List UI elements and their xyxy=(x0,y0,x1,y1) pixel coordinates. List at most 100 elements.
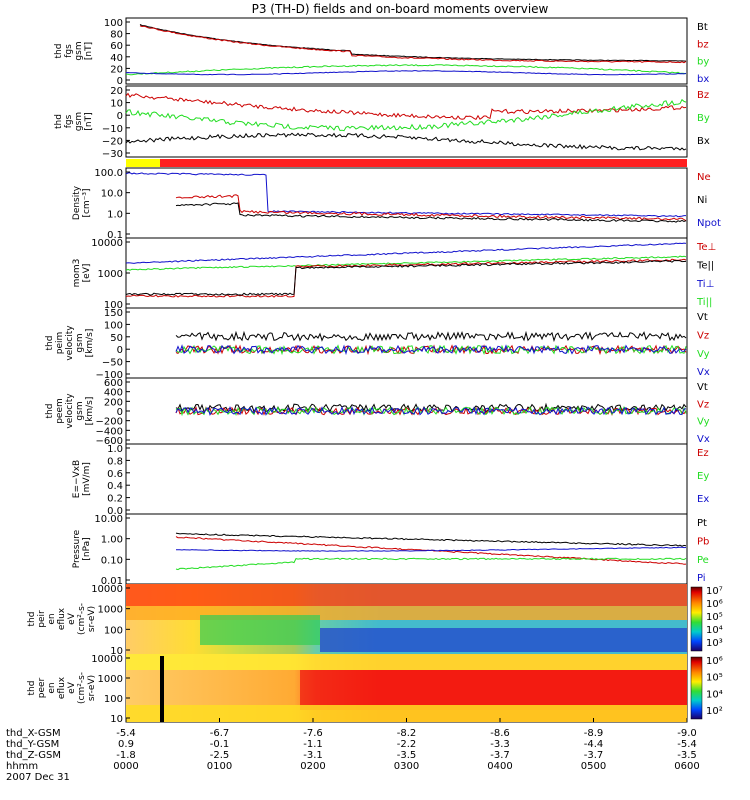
y-axis-label-line: en xyxy=(47,682,57,693)
y-tick-label: 0 xyxy=(117,345,123,356)
y-axis-label-line: fgs xyxy=(64,44,74,58)
panel-frame-6 xyxy=(125,443,688,515)
y-tick-label: 10.0 xyxy=(101,189,123,200)
legend-Bz: Bz xyxy=(697,90,709,101)
y-axis-label-line: [nT] xyxy=(84,112,94,130)
y-tick-label: 1000 xyxy=(98,674,123,685)
figure-title: P3 (TH-D) fields and on-board moments ov… xyxy=(252,2,549,16)
legend-Vz: Vz xyxy=(697,399,709,410)
y-axis-label-line: [eV] xyxy=(82,264,92,283)
y-axis-label-9: thd peer en eflux eV (cm²-s-sr-eV) xyxy=(27,672,97,704)
colorbar-label: 10⁵ xyxy=(706,673,723,684)
time-label: -3.1 xyxy=(303,750,323,761)
time-label: -2.2 xyxy=(397,739,417,750)
trace-bx xyxy=(125,70,687,76)
panel-frame-4 xyxy=(125,307,688,379)
legend-Vz: Vz xyxy=(697,330,709,341)
y-tick-label: 20 xyxy=(110,86,123,97)
y-tick-label: 200 xyxy=(104,397,123,408)
time-label: 0000 xyxy=(113,761,138,772)
y-tick-label: 0.2 xyxy=(107,494,123,505)
electron-spectrogram xyxy=(126,654,687,722)
trace-Ti-par xyxy=(125,255,687,271)
y-axis-label-line: thd xyxy=(27,612,37,627)
y-axis-label-line: thd xyxy=(45,404,55,419)
y-axis-label-line: velocity xyxy=(65,393,75,429)
colorbar-label: 10⁴ xyxy=(706,689,723,700)
legend-By: By xyxy=(697,113,710,124)
legend-Npot: Npot xyxy=(697,218,721,229)
y-tick-label: 0 xyxy=(117,76,123,87)
time-label: 0100 xyxy=(207,761,232,772)
y-axis-label-line: [cm⁻³] xyxy=(82,188,92,217)
y-axis-label-line: peim xyxy=(55,332,65,355)
electron-spectrogram-data-gap xyxy=(160,656,164,722)
y-tick-label: 10000 xyxy=(91,584,123,595)
trace-Bt xyxy=(139,24,687,62)
y-tick-label: 0.10 xyxy=(101,555,123,566)
legend-Vy: Vy xyxy=(697,349,710,360)
panel-frame-1 xyxy=(125,85,688,158)
time-label: -5.4 xyxy=(116,728,136,739)
ephemeris-row-label: hhmm xyxy=(6,761,38,772)
y-tick-label: 100 xyxy=(104,625,123,636)
trace-Te-par xyxy=(125,259,687,296)
colorbar-label: 10⁶ xyxy=(706,656,723,667)
electron-spectrogram-core xyxy=(300,670,687,710)
time-label: -6.7 xyxy=(210,728,230,739)
y-axis-label-line: mom3 xyxy=(72,259,82,288)
y-tick-label: −30 xyxy=(102,149,123,160)
legend-bz: bz xyxy=(697,39,709,50)
y-axis-label-0: thd fgs gsm [nT] xyxy=(54,41,94,60)
legend-Ez: Ez xyxy=(697,448,709,459)
time-label: 0400 xyxy=(487,761,512,772)
legend-Ti⊥: Ti⊥ xyxy=(696,279,714,290)
time-label: -4.4 xyxy=(584,739,604,750)
y-axis-label-line: gsm xyxy=(75,401,85,420)
y-axis-label-line: peir xyxy=(37,610,47,628)
trace-Pe xyxy=(175,557,687,571)
y-axis-label-line: [km/s] xyxy=(85,329,95,358)
ephemeris-row-label: thd_Z-GSM xyxy=(6,750,61,761)
time-label: -3.3 xyxy=(490,739,510,750)
y-tick-label: 10000 xyxy=(91,654,123,665)
trace-By xyxy=(125,98,687,132)
y-tick-label: 600 xyxy=(104,378,123,389)
y-tick-label: 0.0 xyxy=(107,506,123,517)
time-label: 0600 xyxy=(674,761,699,772)
y-tick-label: 100 xyxy=(104,300,123,311)
y-tick-label: −200 xyxy=(96,417,123,428)
y-axis-label-5: thd peem velocity gsm [km/s] xyxy=(45,393,95,429)
y-tick-label: 20 xyxy=(110,64,123,75)
y-tick-label: 100 xyxy=(104,694,123,705)
y-tick-label: 80 xyxy=(110,30,123,41)
y-tick-label: −20 xyxy=(102,136,123,147)
y-axis-label-line: Density xyxy=(72,185,82,220)
legend-Vx: Vx xyxy=(697,367,710,378)
legend-Ne: Ne xyxy=(697,172,711,183)
y-axis-label-line: gsm xyxy=(74,41,84,60)
y-axis-label-3: mom3 [eV] xyxy=(72,259,92,288)
y-axis-label-line: velocity xyxy=(65,325,75,361)
panel-frame-2 xyxy=(125,167,688,239)
y-tick-label: 0.1 xyxy=(107,230,123,241)
y-axis-label-line: eV xyxy=(67,612,77,625)
time-label: 0500 xyxy=(581,761,606,772)
y-tick-label: −10 xyxy=(102,124,123,135)
trace-peem-Vy xyxy=(175,405,687,417)
y-tick-label: 40 xyxy=(110,53,123,64)
electron-spectrogram-upper-band xyxy=(126,654,687,670)
y-axis-label-line: eV xyxy=(67,681,77,694)
colorbar-label: 10⁷ xyxy=(706,586,723,597)
trace-peem-Vt xyxy=(175,402,687,413)
time-label: 0200 xyxy=(300,761,325,772)
time-label: 0300 xyxy=(394,761,419,772)
y-tick-label: 1.00 xyxy=(101,535,123,546)
y-tick-label: 100.0 xyxy=(94,168,123,179)
time-axis: thd_X-GSM -5.4 -6.7 -7.6 -8.2 -8.6 -8.9 -9.0 thd… xyxy=(6,718,700,783)
mode-bar-fast xyxy=(160,159,687,167)
panel-frame-3 xyxy=(125,237,688,309)
y-tick-label: 1.0 xyxy=(107,209,123,220)
